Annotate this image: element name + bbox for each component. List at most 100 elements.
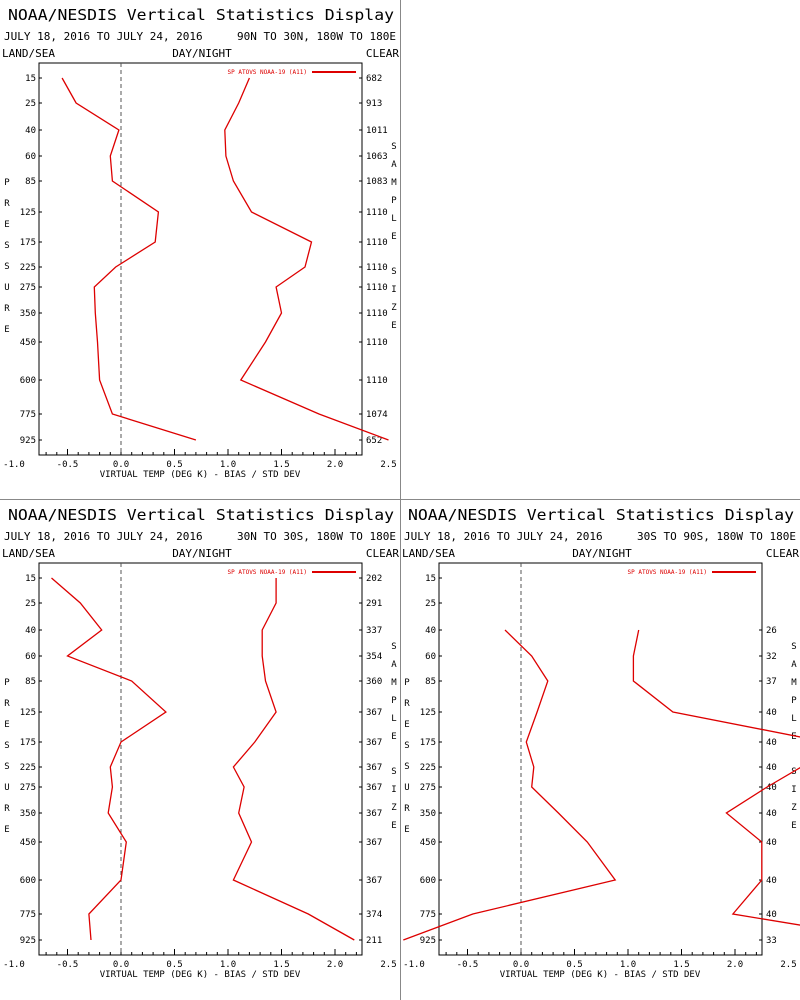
pressure-axis-letter: P xyxy=(404,678,410,688)
pressure-axis-letter: S xyxy=(4,762,9,772)
x-tick-label: 2.0 xyxy=(327,460,343,470)
sample-size-label: 1011 xyxy=(366,126,388,136)
x-tick-label: 2.5 xyxy=(380,460,396,470)
land-sea-label: LAND/SEA xyxy=(402,547,455,560)
x-tick-label: 1.5 xyxy=(673,960,689,970)
sample-size-label: 354 xyxy=(366,652,382,662)
pressure-axis-letter: S xyxy=(4,262,9,272)
pressure-level-label: 275 xyxy=(20,283,36,293)
sample-axis-letter: M xyxy=(791,678,797,688)
x-tick-label: 0.5 xyxy=(566,960,582,970)
sample-size-label: 913 xyxy=(366,99,382,109)
pressure-level-label: 450 xyxy=(20,338,36,348)
size-axis-letter: E xyxy=(791,821,796,831)
size-axis-letter: E xyxy=(391,321,396,331)
x-tick-label: 0.0 xyxy=(513,960,529,970)
pressure-axis-letter: R xyxy=(4,199,10,209)
sample-size-label: 40 xyxy=(766,910,777,920)
pressure-axis-letter: E xyxy=(4,220,9,230)
pressure-level-label: 775 xyxy=(20,410,36,420)
x-tick-label: 2.5 xyxy=(780,960,796,970)
series-line-bias xyxy=(61,77,197,441)
chart-svg-south: NOAA/NESDIS Vertical Statistics Display J… xyxy=(402,506,800,980)
sample-size-label: 1110 xyxy=(366,263,388,273)
pressure-level-label: 225 xyxy=(20,263,36,273)
sample-size-label: 367 xyxy=(366,876,382,886)
pressure-level-label: 60 xyxy=(25,152,36,162)
sample-size-label: 360 xyxy=(366,677,382,687)
pressure-level-label: 350 xyxy=(420,809,436,819)
x-tick-label: 1.0 xyxy=(220,460,236,470)
x-axis-label: VIRTUAL TEMP (DEG K) - BIAS / STD DEV xyxy=(500,970,701,980)
pressure-level-label: 775 xyxy=(420,910,436,920)
size-axis-letter: I xyxy=(391,285,396,295)
pressure-axis-letter: P xyxy=(4,678,10,688)
sample-size-label: 40 xyxy=(766,809,777,819)
size-axis-letter: I xyxy=(391,785,396,795)
x-axis-label: VIRTUAL TEMP (DEG K) - BIAS / STD DEV xyxy=(100,970,301,980)
pressure-axis-letter: E xyxy=(4,720,9,730)
sample-size-label: 1110 xyxy=(366,283,388,293)
day-night-label: DAY/NIGHT xyxy=(572,547,632,560)
sample-size-label: 40 xyxy=(766,708,777,718)
horizontal-divider xyxy=(0,499,800,500)
sample-size-label: 211 xyxy=(366,936,382,946)
pressure-axis-letter: R xyxy=(404,699,410,709)
pressure-level-label: 60 xyxy=(25,652,36,662)
sample-size-label: 367 xyxy=(366,738,382,748)
size-axis-letter: I xyxy=(791,785,796,795)
pressure-level-label: 350 xyxy=(20,809,36,819)
x-tick-label: 1.0 xyxy=(620,960,636,970)
pressure-axis-letter: E xyxy=(4,825,9,835)
sample-size-label: 682 xyxy=(366,74,382,84)
pressure-axis-letter: R xyxy=(4,699,10,709)
size-axis-letter: S xyxy=(391,767,396,777)
region-label: 30S TO 90S, 180W TO 180E xyxy=(637,530,796,543)
region-label: 90N TO 30N, 180W TO 180E xyxy=(237,30,396,43)
pressure-axis-letter: E xyxy=(404,720,409,730)
sample-size-label: 367 xyxy=(366,763,382,773)
plot-frame xyxy=(38,62,363,456)
pressure-level-label: 600 xyxy=(20,376,36,386)
sample-axis-letter: L xyxy=(391,214,396,224)
pressure-level-label: 175 xyxy=(420,738,436,748)
size-axis-letter: Z xyxy=(391,303,397,313)
x-tick-label: 1.5 xyxy=(273,960,289,970)
chart-svg-tropics: NOAA/NESDIS Vertical Statistics Display J… xyxy=(2,506,399,980)
x-tick-label: 0.5 xyxy=(166,960,182,970)
date-range-label: JULY 18, 2016 TO JULY 24, 2016 xyxy=(4,530,203,543)
series-line-std-dev xyxy=(232,578,355,941)
plot-frame xyxy=(438,562,763,956)
x-tick-label: -0.5 xyxy=(57,960,79,970)
pressure-level-label: 125 xyxy=(20,208,36,218)
sample-axis-letter: P xyxy=(391,196,397,206)
sample-size-label: 1083 xyxy=(366,177,388,187)
series-line-std-dev xyxy=(632,629,800,926)
sample-axis-letter: L xyxy=(391,714,396,724)
sample-size-label: 40 xyxy=(766,838,777,848)
chart-title: NOAA/NESDIS Vertical Statistics Display xyxy=(8,506,394,524)
pressure-level-label: 60 xyxy=(425,652,436,662)
sample-axis-letter: P xyxy=(391,696,397,706)
sample-size-label: 367 xyxy=(366,783,382,793)
sample-size-label: 291 xyxy=(366,599,382,609)
sample-axis-letter: A xyxy=(791,660,797,670)
region-label: 30N TO 30S, 180W TO 180E xyxy=(237,530,396,543)
pressure-level-label: 40 xyxy=(25,126,36,136)
chart-title: NOAA/NESDIS Vertical Statistics Display xyxy=(408,506,794,524)
x-tick-label: 2.5 xyxy=(380,960,396,970)
x-tick-label: 1.0 xyxy=(220,960,236,970)
sample-axis-letter: S xyxy=(391,642,396,652)
clear-label: CLEAR xyxy=(366,547,399,560)
sample-size-label: 652 xyxy=(366,436,382,446)
pressure-axis-letter: S xyxy=(4,241,9,251)
sample-axis-letter: E xyxy=(391,732,396,742)
sample-axis-letter: S xyxy=(791,642,796,652)
chart-panel-north: NOAA/NESDIS Vertical Statistics Display J… xyxy=(0,0,400,500)
legend-label: SP ATOVS NOAA-19 (A11) xyxy=(228,569,307,576)
sample-size-label: 337 xyxy=(366,626,382,636)
pressure-axis-letter: E xyxy=(4,325,9,335)
pressure-level-label: 15 xyxy=(25,574,36,584)
pressure-level-label: 85 xyxy=(25,177,36,187)
series-line-bias xyxy=(51,577,167,941)
